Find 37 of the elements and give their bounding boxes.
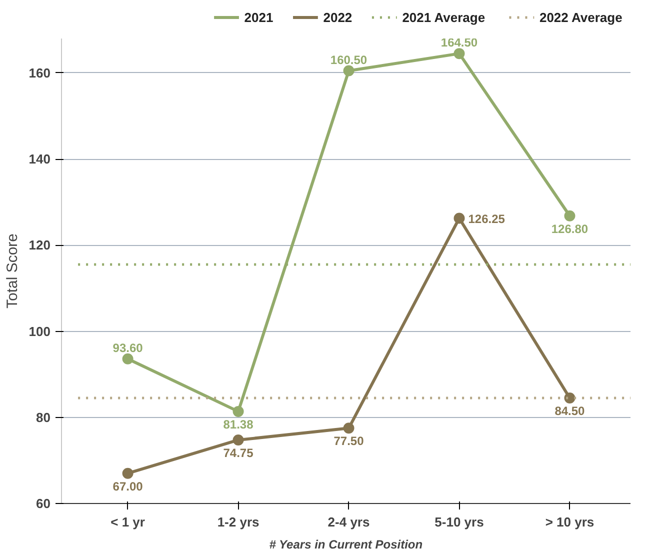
point — [232, 434, 244, 446]
x-tick-label: 5-10 yrs — [434, 514, 484, 530]
x-tick-label: > 10 yrs — [545, 514, 594, 530]
x-axis-title: # Years in Current Position — [269, 538, 423, 552]
y-tick-label: 100 — [28, 324, 51, 339]
y-tick-label: 80 — [36, 410, 51, 425]
point — [122, 468, 134, 479]
point — [122, 353, 134, 364]
x-tick-label: 2-4 yrs — [328, 514, 370, 530]
legend-label: 2022 Average — [539, 10, 622, 25]
y-tick-label: 140 — [28, 152, 51, 167]
data-label: 126.80 — [551, 222, 588, 236]
legend-label: 2022 — [323, 10, 352, 25]
data-label: 126.25 — [468, 212, 506, 226]
point — [454, 48, 465, 60]
x-tick-label: < 1 yr — [110, 514, 145, 530]
point — [564, 210, 576, 222]
legend-label: 2021 Average — [402, 10, 486, 25]
point — [454, 212, 465, 224]
point — [343, 422, 354, 434]
y-tick-label: 120 — [28, 238, 51, 253]
data-label: 77.50 — [334, 434, 364, 448]
y-axis-title: Total Score — [4, 233, 21, 309]
y-tick-label: 160 — [28, 65, 51, 80]
data-label: 67.00 — [112, 479, 144, 494]
point — [564, 392, 576, 404]
data-label: 164.50 — [440, 36, 478, 50]
x-tick-label: 1-2 yrs — [217, 514, 260, 530]
point — [343, 65, 354, 76]
data-label: 81.38 — [223, 417, 254, 432]
legend-label: 2021 — [244, 10, 274, 25]
data-label: 84.50 — [554, 404, 586, 418]
data-label: 160.50 — [330, 52, 368, 67]
y-tick-label: 60 — [36, 496, 51, 511]
data-label: 74.75 — [223, 446, 254, 460]
data-label: 93.60 — [112, 340, 144, 355]
point — [232, 406, 244, 417]
